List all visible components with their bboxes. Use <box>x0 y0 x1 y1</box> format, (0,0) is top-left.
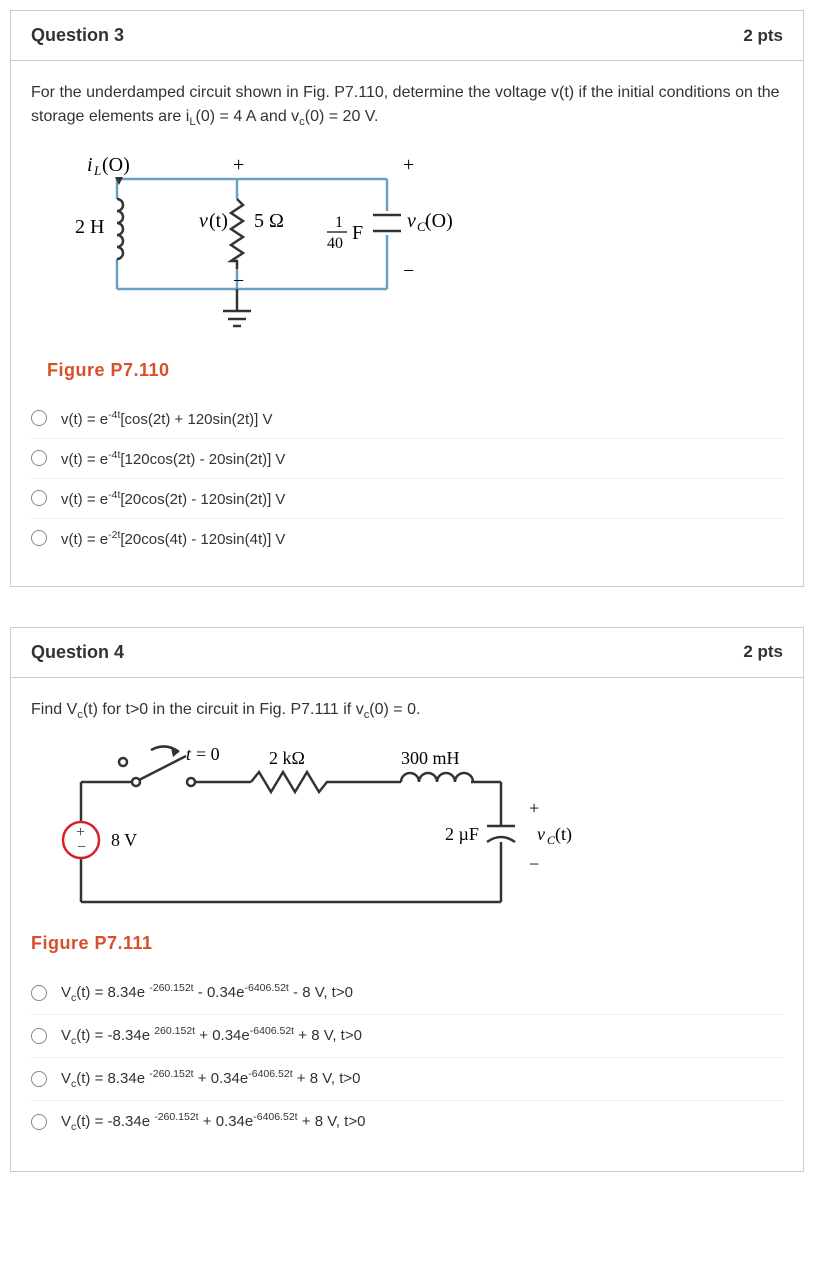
svg-text:−: − <box>403 260 414 282</box>
svg-text:2 kΩ: 2 kΩ <box>269 748 305 768</box>
question-4-points: 2 pts <box>743 642 783 662</box>
q4-option-2[interactable]: Vc(t) = -8.34e 260.152t + 0.34e-6406.52t… <box>31 1014 783 1057</box>
svg-text:−: − <box>529 854 539 874</box>
svg-text:(t): (t) <box>555 824 572 845</box>
svg-text:2 H: 2 H <box>75 216 104 238</box>
svg-text:(t): (t) <box>209 210 228 232</box>
radio-icon <box>31 985 47 1001</box>
question-4-header: Question 4 2 pts <box>11 628 803 678</box>
svg-text:1: 1 <box>335 214 343 231</box>
question-3-figure: i L (O) 2 H + v (t) 5 Ω − 1 40 F + v C ( <box>47 149 783 381</box>
q3-option-1[interactable]: v(t) = e-4t[cos(2t) + 120sin(2t)] V <box>31 399 783 438</box>
svg-text:(O): (O) <box>102 154 130 176</box>
svg-text:(O): (O) <box>425 210 453 232</box>
question-4-title: Question 4 <box>31 642 124 663</box>
question-4-card: Question 4 2 pts Find Vc(t) for t>0 in t… <box>10 627 804 1172</box>
svg-text:40: 40 <box>327 235 343 252</box>
svg-text:5 Ω: 5 Ω <box>254 210 284 232</box>
question-3-card: Question 3 2 pts For the underdamped cir… <box>10 10 804 587</box>
svg-text:L: L <box>93 163 101 178</box>
radio-icon <box>31 410 47 426</box>
radio-icon <box>31 530 47 546</box>
radio-icon <box>31 450 47 466</box>
svg-text:+: + <box>233 154 244 176</box>
option-text: v(t) = e-2t[20cos(4t) - 120sin(4t)] V <box>61 529 285 548</box>
question-3-title: Question 3 <box>31 25 124 46</box>
q3-option-2[interactable]: v(t) = e-4t[120cos(2t) - 20sin(2t)] V <box>31 438 783 478</box>
q4-option-4[interactable]: Vc(t) = -8.34e -260.152t + 0.34e-6406.52… <box>31 1100 783 1143</box>
svg-text:t: t <box>186 744 192 764</box>
radio-icon <box>31 1114 47 1130</box>
q4-option-3[interactable]: Vc(t) = 8.34e -260.152t + 0.34e-6406.52t… <box>31 1057 783 1100</box>
circuit-p7110-svg: i L (O) 2 H + v (t) 5 Ω − 1 40 F + v C ( <box>47 149 467 349</box>
q4-option-1[interactable]: Vc(t) = 8.34e -260.152t - 0.34e-6406.52t… <box>31 972 783 1014</box>
svg-text:v: v <box>537 824 545 844</box>
question-4-body: Find Vc(t) for t>0 in the circuit in Fig… <box>11 678 803 1171</box>
radio-icon <box>31 1071 47 1087</box>
question-3-options: v(t) = e-4t[cos(2t) + 120sin(2t)] V v(t)… <box>31 399 783 558</box>
svg-text:v: v <box>199 210 208 232</box>
svg-text:+: + <box>529 798 539 818</box>
option-text: v(t) = e-4t[cos(2t) + 120sin(2t)] V <box>61 409 273 428</box>
svg-text:i: i <box>87 154 93 176</box>
question-4-options: Vc(t) = 8.34e -260.152t - 0.34e-6406.52t… <box>31 972 783 1143</box>
svg-text:−: − <box>77 839 86 856</box>
svg-text:2 µF: 2 µF <box>445 824 479 844</box>
circuit-p7111-svg: + − t = 0 2 kΩ 300 mH 8 V 2 µF + <box>31 742 631 922</box>
question-3-header: Question 3 2 pts <box>11 11 803 61</box>
svg-text:v: v <box>407 210 416 232</box>
svg-text:−: − <box>233 270 244 292</box>
svg-text:= 0: = 0 <box>196 744 220 764</box>
option-text: Vc(t) = -8.34e -260.152t + 0.34e-6406.52… <box>61 1111 365 1133</box>
q3-option-4[interactable]: v(t) = e-2t[20cos(4t) - 120sin(4t)] V <box>31 518 783 558</box>
svg-text:F: F <box>352 222 363 244</box>
question-3-points: 2 pts <box>743 26 783 46</box>
question-3-prompt: For the underdamped circuit shown in Fig… <box>31 81 783 131</box>
option-text: Vc(t) = 8.34e -260.152t + 0.34e-6406.52t… <box>61 1068 360 1090</box>
radio-icon <box>31 490 47 506</box>
figure-p7111-caption: Figure P7.111 <box>31 933 783 954</box>
question-3-body: For the underdamped circuit shown in Fig… <box>11 61 803 586</box>
figure-p7110-caption: Figure P7.110 <box>47 360 783 381</box>
option-text: v(t) = e-4t[20cos(2t) - 120sin(2t)] V <box>61 489 285 508</box>
option-text: Vc(t) = -8.34e 260.152t + 0.34e-6406.52t… <box>61 1025 362 1047</box>
option-text: v(t) = e-4t[120cos(2t) - 20sin(2t)] V <box>61 449 285 468</box>
svg-text:300 mH: 300 mH <box>401 748 460 768</box>
svg-text:+: + <box>403 154 414 176</box>
svg-text:8 V: 8 V <box>111 830 137 850</box>
q3-option-3[interactable]: v(t) = e-4t[20cos(2t) - 120sin(2t)] V <box>31 478 783 518</box>
radio-icon <box>31 1028 47 1044</box>
option-text: Vc(t) = 8.34e -260.152t - 0.34e-6406.52t… <box>61 982 353 1004</box>
question-4-prompt: Find Vc(t) for t>0 in the circuit in Fig… <box>31 698 783 724</box>
question-4-figure: + − t = 0 2 kΩ 300 mH 8 V 2 µF + <box>31 742 783 954</box>
